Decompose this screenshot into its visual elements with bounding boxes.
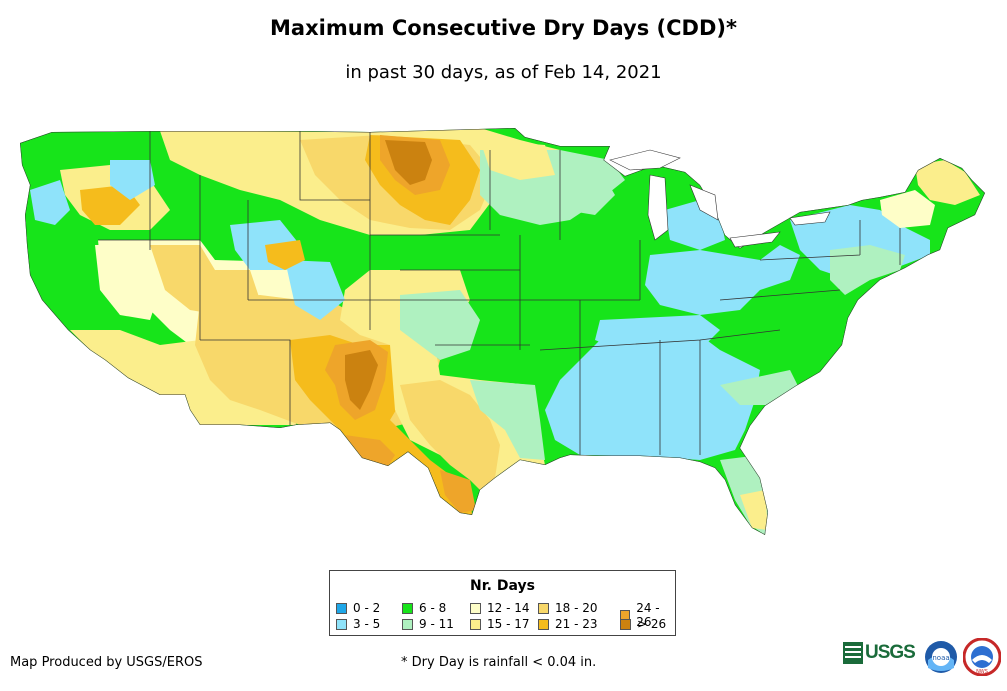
nws-logo: NWS [963, 638, 1001, 676]
footnote-text: * Dry Day is rainfall < 0.04 in. [401, 655, 597, 670]
legend: Nr. Days 0 - 2 3 - 5 6 - 8 9 - 11 12 - 14 15 … [329, 570, 676, 636]
region-18-20-rockies [150, 245, 260, 315]
legend-swatch [402, 602, 413, 614]
legend-label: 18 - 20 [555, 601, 598, 615]
region-21-23-colorado [265, 240, 305, 270]
region-3-5-northwest [30, 160, 155, 225]
region-9-11-plains [400, 290, 480, 360]
legend-label: 0 - 2 [353, 601, 381, 615]
region-15-17-northdakota [480, 140, 555, 180]
legend-label: 9 - 11 [419, 617, 454, 631]
legend-item: 21 - 23 [538, 617, 598, 631]
usgs-wave-icon [843, 642, 863, 664]
legend-item: > 26 [620, 617, 666, 631]
region-gt26-newmexico [345, 350, 378, 410]
region-9-11-wisconsin [555, 170, 615, 215]
credit-text: Map Produced by USGS/EROS [10, 655, 203, 670]
legend-swatch [470, 602, 481, 614]
region-15-17-florida [740, 490, 768, 530]
legend-swatch [336, 602, 347, 614]
region-3-5-southeast [545, 335, 760, 460]
legend-swatch [336, 618, 347, 630]
region-12-14-newengland [880, 190, 935, 228]
region-15-17-maine [915, 160, 980, 205]
legend-label: 12 - 14 [487, 601, 530, 615]
region-gt26-northplains [385, 140, 432, 185]
legend-label: 24 - 26 [636, 601, 660, 629]
legend-label: 6 - 8 [419, 601, 447, 615]
legend-label: 3 - 5 [353, 617, 381, 631]
legend-label: 21 - 23 [555, 617, 598, 631]
legend-item: 18 - 20 [538, 601, 598, 615]
great-lakes [609, 149, 831, 248]
region-18-20-texas [400, 380, 500, 490]
region-9-11-northeast [830, 245, 905, 295]
legend-swatch [402, 618, 413, 630]
region-3-5-ohio-valley [645, 245, 800, 315]
usgs-logo-text: USGS [865, 642, 916, 663]
legend-item: 6 - 8 [402, 601, 446, 615]
region-12-14-nevada [95, 245, 160, 320]
legend-label: 15 - 17 [487, 617, 530, 631]
region-9-11-texas [470, 380, 545, 460]
noaa-logo-text: noaa [932, 654, 949, 662]
legend-item: 12 - 14 [470, 601, 530, 615]
region-24-26-texas [345, 435, 476, 513]
legend-swatch [470, 618, 481, 630]
legend-item: 0 - 2 [336, 601, 380, 615]
legend-title: Nr. Days [470, 578, 535, 594]
usgs-logo: USGS [843, 642, 916, 664]
map-subtitle: in past 30 days, as of Feb 14, 2021 [345, 62, 662, 83]
us-dry-days-map [20, 128, 985, 535]
legend-item: 3 - 5 [336, 617, 380, 631]
region-3-5-tennessee [595, 315, 720, 350]
state-borders [20, 128, 985, 535]
region-3-5-rockies [230, 220, 345, 320]
noaa-logo: noaa [925, 641, 957, 673]
legend-swatch [620, 618, 631, 630]
nws-logo-text: NWS [976, 669, 988, 675]
map-title: Maximum Consecutive Dry Days (CDD)* [270, 16, 737, 40]
legend-item: 9 - 11 [402, 617, 454, 631]
legend-item: 15 - 17 [470, 617, 530, 631]
legend-label: > 26 [637, 617, 667, 631]
legend-swatch [538, 618, 549, 630]
legend-swatch [538, 602, 549, 614]
